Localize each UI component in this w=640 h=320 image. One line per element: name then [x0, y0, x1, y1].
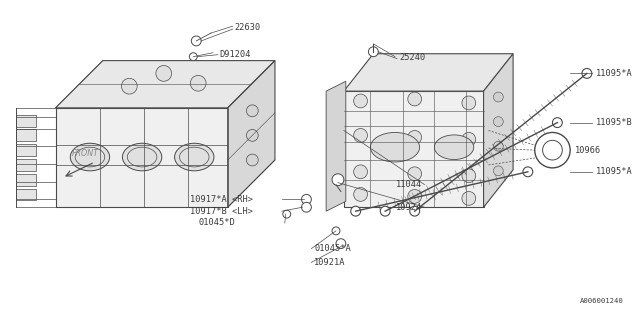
Polygon shape: [16, 159, 36, 171]
Circle shape: [493, 166, 503, 176]
Circle shape: [408, 131, 422, 144]
Circle shape: [246, 130, 258, 141]
Circle shape: [332, 227, 340, 235]
Text: 10921A: 10921A: [314, 258, 346, 267]
Text: FRONT: FRONT: [72, 149, 99, 158]
Polygon shape: [16, 144, 36, 156]
Polygon shape: [16, 188, 36, 200]
Text: 01045*A: 01045*A: [314, 244, 351, 253]
Circle shape: [408, 92, 422, 106]
Polygon shape: [484, 54, 513, 207]
Text: 10917*A <RH>: 10917*A <RH>: [190, 195, 253, 204]
Ellipse shape: [122, 143, 162, 171]
Circle shape: [582, 68, 592, 78]
Ellipse shape: [175, 143, 214, 171]
Ellipse shape: [435, 135, 474, 159]
Text: A006001240: A006001240: [580, 298, 623, 304]
Polygon shape: [344, 91, 484, 207]
Circle shape: [354, 129, 367, 142]
Circle shape: [156, 66, 172, 81]
Circle shape: [462, 191, 476, 205]
Polygon shape: [16, 174, 36, 186]
Text: D91204: D91204: [220, 50, 252, 59]
Circle shape: [351, 206, 360, 216]
Ellipse shape: [371, 132, 420, 162]
Circle shape: [354, 165, 367, 179]
Text: 10917*B <LH>: 10917*B <LH>: [190, 207, 253, 216]
Polygon shape: [16, 130, 36, 141]
Polygon shape: [56, 108, 228, 207]
Circle shape: [283, 210, 291, 218]
Polygon shape: [344, 54, 513, 91]
Circle shape: [535, 132, 570, 168]
Circle shape: [332, 174, 344, 186]
Circle shape: [301, 195, 312, 204]
Ellipse shape: [70, 143, 109, 171]
Circle shape: [354, 94, 367, 108]
Polygon shape: [228, 60, 275, 207]
Circle shape: [462, 169, 476, 183]
Text: 11095*A: 11095*A: [596, 167, 632, 176]
Circle shape: [189, 53, 197, 60]
Circle shape: [552, 118, 563, 128]
Polygon shape: [56, 60, 275, 108]
Circle shape: [369, 47, 378, 57]
Circle shape: [408, 167, 422, 181]
Circle shape: [523, 167, 532, 177]
Polygon shape: [16, 115, 36, 126]
Text: 11095*B: 11095*B: [596, 118, 632, 127]
Circle shape: [410, 206, 420, 216]
Polygon shape: [326, 81, 346, 211]
Circle shape: [354, 188, 367, 201]
Text: 10924: 10924: [396, 203, 422, 212]
Circle shape: [246, 105, 258, 117]
Circle shape: [191, 36, 201, 46]
Circle shape: [493, 117, 503, 126]
Circle shape: [493, 92, 503, 102]
Circle shape: [380, 206, 390, 216]
Circle shape: [246, 154, 258, 166]
Circle shape: [301, 202, 312, 212]
Circle shape: [462, 96, 476, 110]
Circle shape: [190, 76, 206, 91]
Circle shape: [493, 141, 503, 151]
Circle shape: [408, 189, 422, 203]
Circle shape: [122, 78, 137, 94]
Text: 10966: 10966: [575, 146, 602, 155]
Circle shape: [462, 132, 476, 146]
Text: 01045*D: 01045*D: [198, 219, 235, 228]
Text: 11044: 11044: [396, 180, 422, 189]
Text: 25240: 25240: [399, 53, 425, 62]
Text: 11095*A: 11095*A: [596, 69, 632, 78]
Text: 22630: 22630: [235, 23, 261, 32]
